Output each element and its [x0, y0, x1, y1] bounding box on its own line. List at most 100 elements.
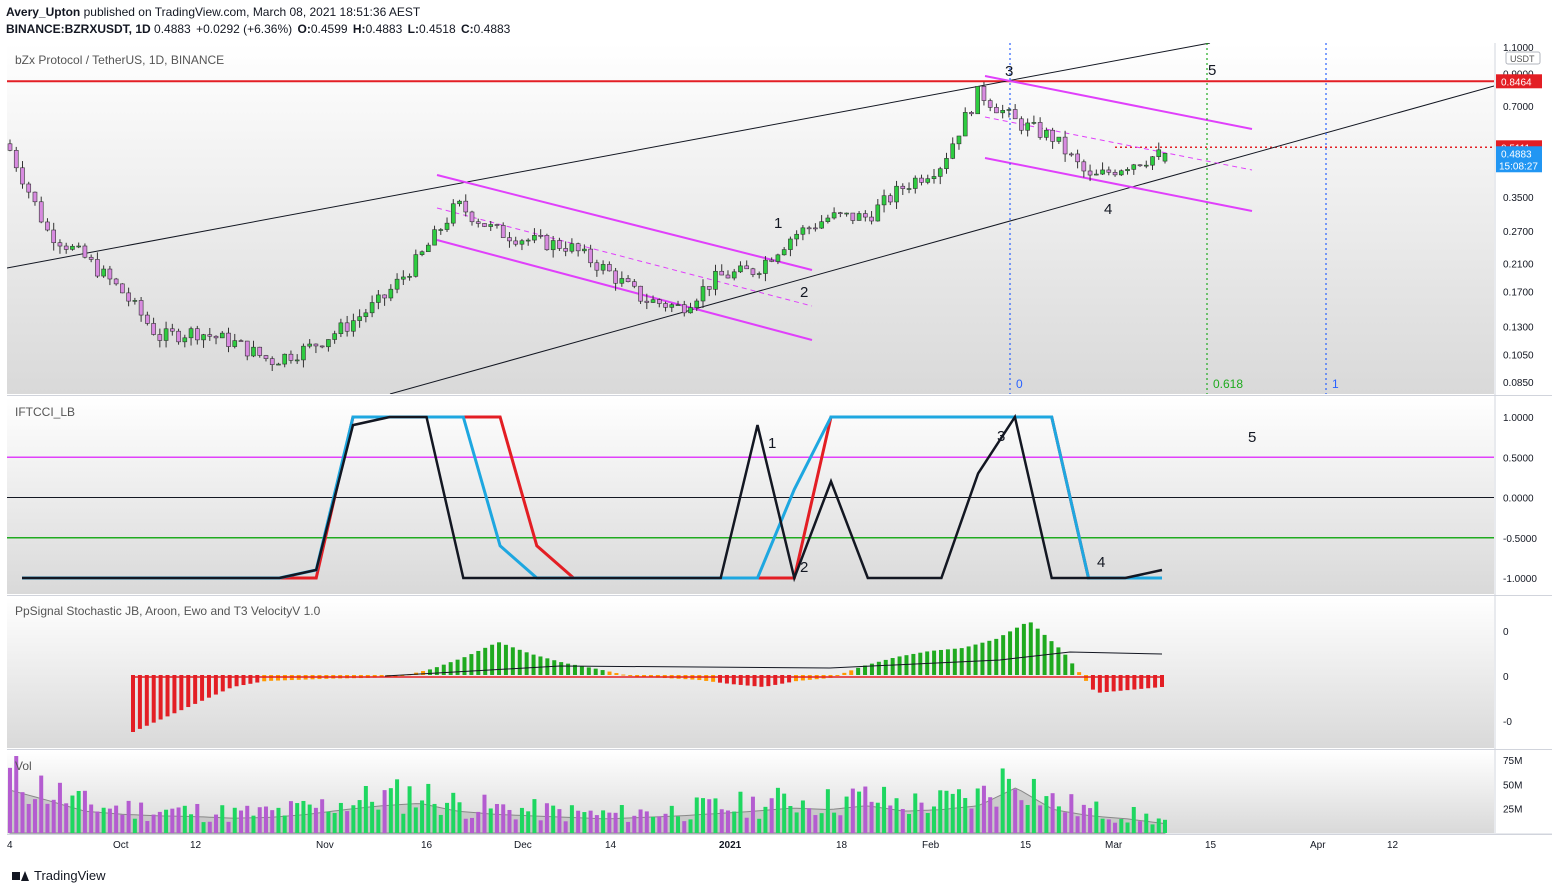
- candle-body: [344, 322, 350, 332]
- candle-body: [937, 168, 943, 177]
- volume-bar: [488, 808, 493, 833]
- time-tick-label: Feb: [922, 840, 940, 851]
- candle-body: [482, 223, 487, 227]
- candle-body: [994, 107, 999, 114]
- last-price: 0.4883: [154, 22, 191, 36]
- candle-body: [544, 235, 550, 251]
- candle-body: [513, 240, 519, 245]
- candle-body: [176, 330, 181, 343]
- fib-label: 0.618: [1213, 377, 1243, 391]
- volume-bar: [863, 786, 868, 833]
- volume-bar: [1000, 768, 1005, 833]
- time-tick-label: 15: [1020, 840, 1032, 851]
- volume-bar: [470, 817, 474, 833]
- candle-body: [525, 239, 531, 242]
- volume-bar: [139, 802, 144, 833]
- candle-body: [88, 256, 94, 260]
- candle-body: [463, 200, 469, 213]
- volume-bar: [626, 821, 631, 833]
- volume-bar: [888, 805, 893, 833]
- volume-bar: [551, 805, 556, 833]
- histogram-bar: [434, 667, 439, 675]
- volume-bar: [239, 810, 243, 833]
- histogram-bar: [869, 663, 874, 675]
- candle-body: [507, 237, 512, 242]
- candle-body: [887, 195, 893, 203]
- histogram-bar: [745, 675, 750, 686]
- volume-bar: [1113, 822, 1118, 833]
- tradingview-footer[interactable]: TradingView: [12, 868, 106, 883]
- volume-bar: [544, 803, 549, 833]
- lower-trendline: [389, 85, 1494, 394]
- pp-tick-label: -0: [1503, 717, 1512, 728]
- volume-bar: [757, 818, 762, 833]
- candle-body: [619, 278, 625, 284]
- volume-bar: [57, 782, 62, 833]
- candle-body: [407, 276, 412, 278]
- chart-canvas[interactable]: bZx Protocol / TetherUS, 1D, BINANCE IFTC…: [0, 0, 1560, 860]
- price-change: +0.0292 (+6.36%): [196, 22, 293, 36]
- histogram-bar: [531, 654, 536, 675]
- volume-bar: [201, 822, 206, 833]
- volume-bar: [345, 811, 350, 833]
- volume-bar: [782, 793, 787, 833]
- histogram-bar: [559, 662, 564, 675]
- histogram-bar: [1028, 622, 1033, 675]
- close-label: C:: [460, 22, 474, 36]
- channel1-mid: [436, 207, 813, 307]
- histogram-bar: [462, 657, 467, 675]
- time-tick-label: 16: [421, 840, 433, 851]
- candle-body: [894, 185, 899, 203]
- histogram-bar: [566, 663, 571, 675]
- volume-bar: [482, 794, 487, 833]
- time-tick-label: 14: [605, 840, 617, 851]
- candle-body: [813, 227, 818, 230]
- candle-body: [1106, 169, 1112, 173]
- ift-tick-label: 0.0000: [1503, 494, 1534, 505]
- candle-body: [282, 353, 288, 365]
- histogram-bar: [863, 665, 868, 675]
- volume-bar: [644, 811, 649, 833]
- candle-body: [63, 245, 69, 250]
- histogram-bar: [1001, 635, 1006, 675]
- candle-body: [376, 294, 381, 303]
- volume-bar: [588, 810, 593, 833]
- time-tick-label: 15: [1205, 840, 1217, 851]
- high-label: H:: [352, 22, 366, 36]
- volume-bar: [894, 798, 899, 833]
- candle-body: [919, 177, 924, 183]
- candle-body: [613, 270, 618, 284]
- histogram-bar: [552, 660, 557, 675]
- candle-body: [575, 243, 581, 252]
- candle-body: [700, 286, 706, 302]
- candle-body: [1150, 156, 1155, 166]
- candle-body: [1162, 152, 1168, 162]
- candle-body: [1100, 169, 1105, 175]
- volume-bar: [313, 807, 318, 833]
- volume-bar: [307, 804, 312, 833]
- candle-body: [956, 135, 962, 145]
- histogram-bar: [586, 667, 591, 675]
- candle-body: [294, 359, 300, 362]
- volume-bar: [563, 821, 568, 833]
- close-value: 0.4883: [473, 22, 511, 36]
- volume-bar: [245, 805, 250, 833]
- volume-bar: [407, 786, 412, 833]
- histogram-bar: [255, 675, 260, 683]
- candle-body: [750, 268, 756, 275]
- volume-bar: [850, 788, 855, 833]
- volume-bar: [432, 803, 437, 833]
- volume-bar: [288, 801, 293, 833]
- volume-bar: [501, 804, 506, 833]
- candle-body: [307, 343, 312, 347]
- publisher-name[interactable]: Avery_Upton: [6, 5, 81, 19]
- vol-tick-label: 25M: [1503, 805, 1522, 816]
- volume-bar: [738, 791, 743, 833]
- volume-bar: [538, 820, 543, 833]
- price-tick-label: 0.1700: [1503, 287, 1534, 298]
- candle-body: [425, 244, 431, 253]
- candle-body: [781, 249, 787, 256]
- histogram-bar: [1077, 672, 1082, 675]
- volume-bar: [519, 807, 524, 833]
- candle-body: [725, 274, 731, 279]
